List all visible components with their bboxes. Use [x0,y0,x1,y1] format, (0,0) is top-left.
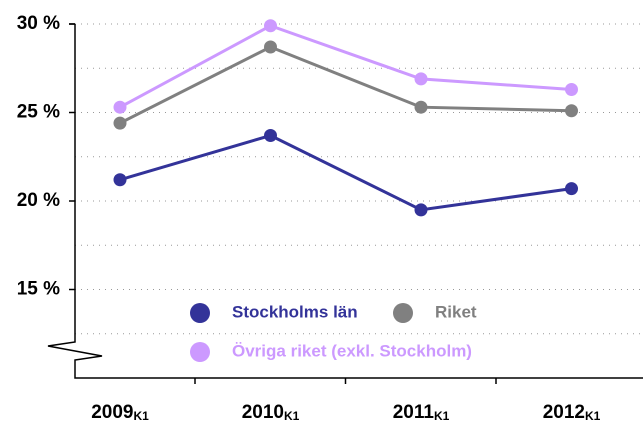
data-point [264,40,277,54]
data-point [565,82,578,96]
category-year: 2011 [393,402,435,423]
data-point [264,19,277,33]
y-axis [47,24,643,379]
data-point [264,129,277,143]
data-point [113,173,127,187]
y-tick-label: 25 % [17,102,60,123]
x-tick-label: 2010K1 [242,402,300,423]
legend-marker [190,342,210,362]
y-tick-label: 30 % [17,13,60,34]
data-point [113,116,127,130]
y-tick-label: 15 % [17,279,60,300]
category-year: 2010 [242,402,284,423]
data-point [414,203,428,217]
legend-marker [393,303,413,323]
x-tick-label: 2009K1 [91,402,149,423]
data-point [565,182,578,196]
x-tick-label: 2012K1 [543,402,601,423]
data-point [414,100,428,114]
category-subscript: K1 [133,409,149,423]
category-subscript: K1 [434,409,450,423]
category-year: 2012 [543,402,585,423]
series-line [119,24,572,109]
data-point [414,72,428,86]
category-subscript: K1 [585,409,601,423]
legend-label: Riket [435,302,477,321]
legend-label: Övriga riket (exkl. Stockholm) [232,341,472,360]
data-point [565,104,578,118]
x-tick-label: 2011K1 [393,402,450,423]
y-tick-label: 20 % [17,190,60,211]
series-line [119,133,572,212]
data-point [113,100,127,114]
legend-marker [190,303,210,323]
series-line [119,45,572,125]
category-year: 2009 [91,402,133,423]
category-subscript: K1 [284,409,300,423]
legend-label: Stockholms län [232,302,358,321]
